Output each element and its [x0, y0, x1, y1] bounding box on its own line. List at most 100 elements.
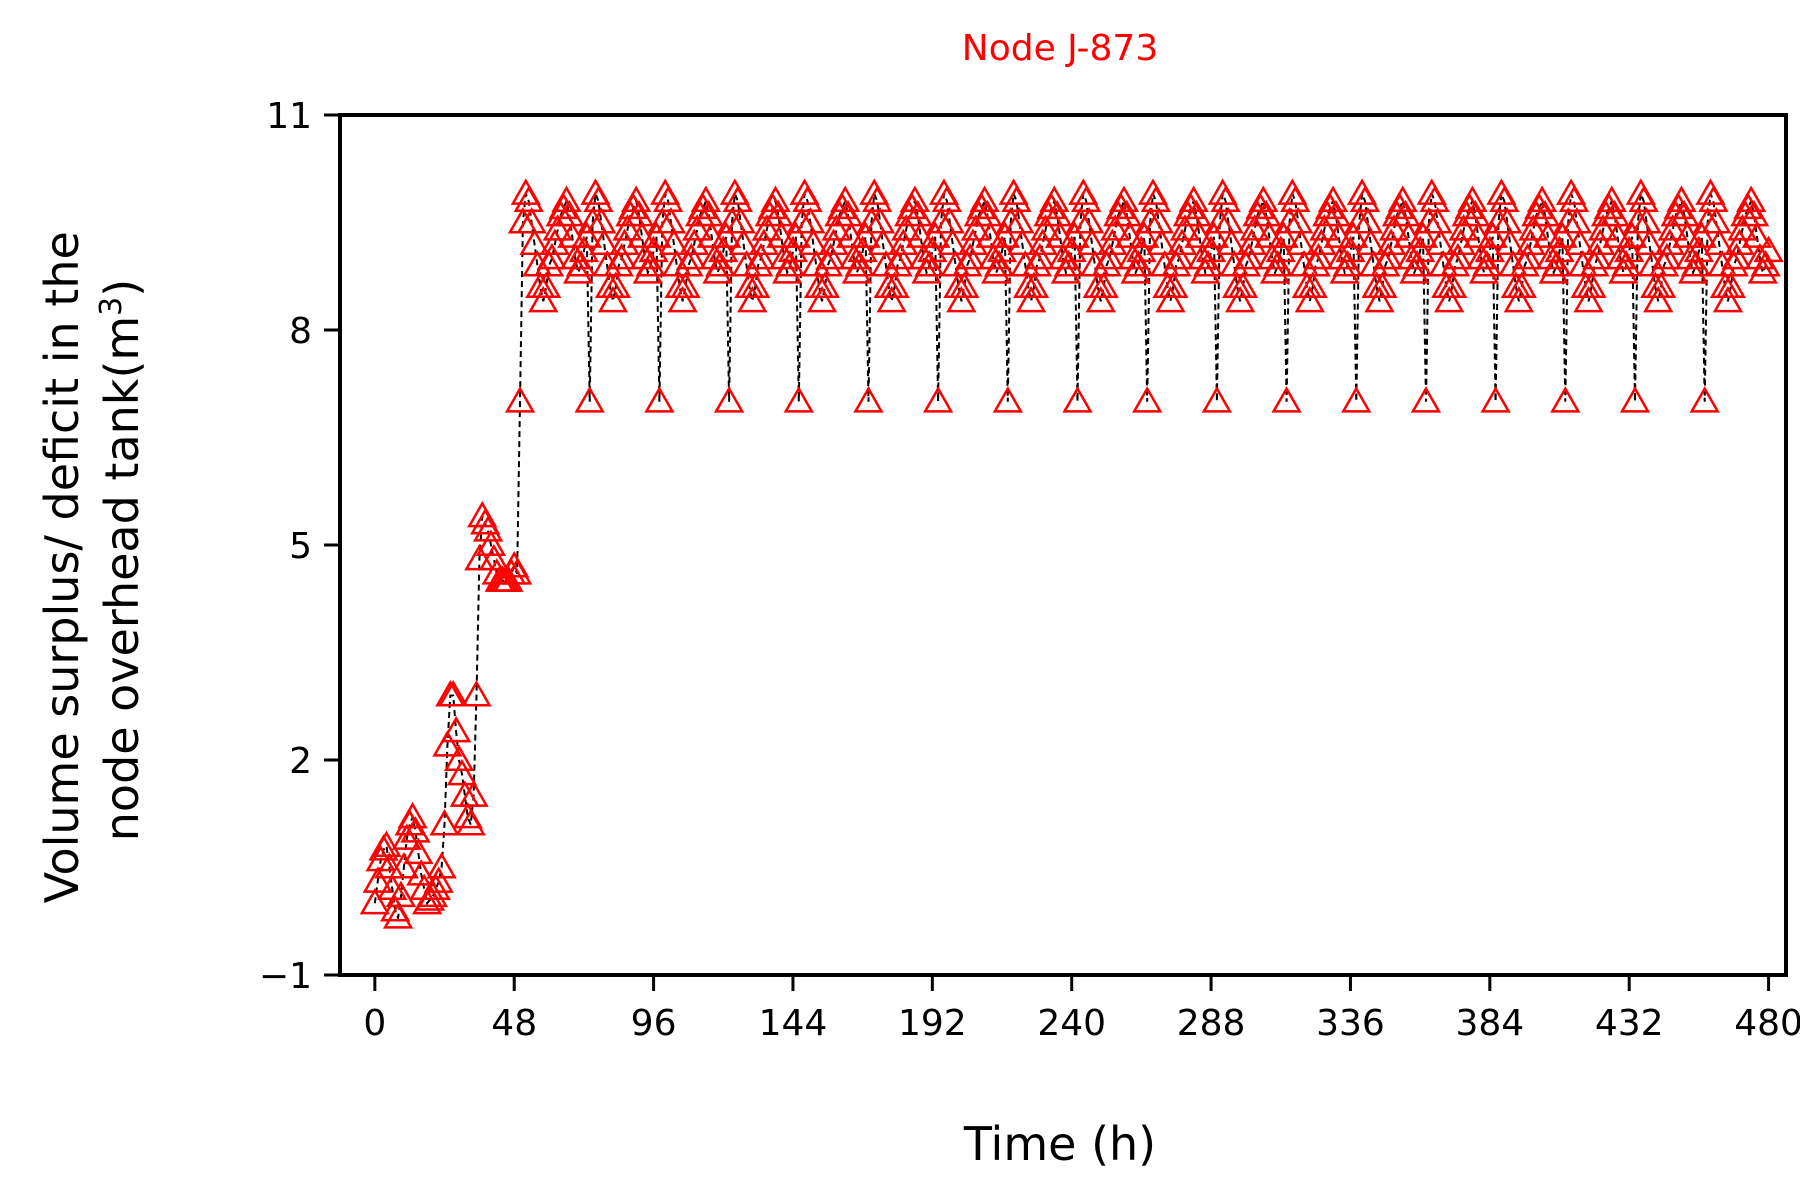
data-point	[876, 285, 907, 313]
data-point	[1599, 199, 1630, 227]
data-point	[1094, 242, 1125, 270]
data-point	[1715, 271, 1746, 298]
data-point	[1111, 199, 1143, 227]
data-point	[1544, 235, 1575, 263]
data-point	[1683, 235, 1715, 263]
data-point	[458, 780, 489, 807]
data-point	[1015, 285, 1047, 313]
data-point	[400, 816, 431, 843]
data-point	[1007, 228, 1038, 255]
x-axis: 0 48 96 144 192 240 288 336 384 432 480	[363, 975, 1800, 1044]
data-point	[867, 228, 899, 255]
data-point	[478, 543, 510, 571]
data-point	[844, 249, 875, 277]
data-point	[1053, 249, 1084, 277]
data-point	[1297, 271, 1328, 298]
data-point	[1224, 285, 1256, 313]
data-point	[382, 902, 414, 929]
data-point	[1332, 249, 1363, 277]
data-point	[655, 206, 687, 234]
data-point	[1492, 206, 1523, 234]
data-point	[949, 271, 980, 298]
data-point	[1407, 221, 1439, 248]
data-point	[446, 758, 478, 786]
data-point	[1634, 228, 1665, 255]
data-point	[1576, 271, 1607, 298]
data-point	[905, 221, 936, 248]
data-point	[1076, 228, 1108, 255]
y-tick-label: −1	[259, 956, 312, 997]
data-point	[1680, 249, 1712, 277]
data-point	[1410, 386, 1442, 413]
data-point	[1616, 221, 1648, 248]
data-point	[1309, 214, 1340, 241]
data-point	[1619, 386, 1651, 413]
data-point	[830, 185, 861, 212]
data-point	[1285, 228, 1317, 255]
data-point	[1108, 185, 1140, 212]
data-point	[1669, 199, 1700, 227]
data-point	[1256, 242, 1288, 270]
data-point	[696, 221, 727, 248]
data-point	[557, 221, 588, 248]
data-point	[1210, 185, 1241, 212]
data-point	[809, 271, 841, 298]
data-point	[667, 285, 698, 313]
data-point	[475, 529, 507, 556]
data-point	[1402, 249, 1433, 277]
x-tick-label: 384	[1455, 1003, 1524, 1044]
data-point	[1073, 206, 1105, 234]
data-point	[969, 185, 1000, 212]
data-point	[1085, 285, 1116, 313]
x-tick-label: 480	[1734, 1003, 1800, 1044]
data-point	[1698, 185, 1729, 212]
data-point	[501, 558, 533, 585]
data-point	[1611, 249, 1642, 277]
data-point	[1001, 185, 1032, 212]
data-point	[1303, 242, 1334, 270]
data-point	[658, 228, 690, 255]
data-point	[1352, 206, 1384, 234]
data-point	[1198, 221, 1230, 248]
data-point	[1573, 285, 1604, 313]
data-point	[699, 242, 730, 270]
data-point	[798, 228, 829, 255]
data-point	[1271, 386, 1302, 413]
data-point	[1532, 221, 1564, 248]
x-tick-label: 144	[759, 1003, 828, 1044]
data-point	[513, 185, 544, 212]
data-point	[899, 185, 931, 212]
data-point	[792, 185, 823, 212]
data-point	[1526, 185, 1558, 212]
data-point	[1044, 221, 1076, 248]
data-point	[728, 228, 759, 255]
data-point	[946, 285, 977, 313]
data-point	[406, 859, 437, 886]
data-point	[568, 235, 600, 263]
data-point	[917, 235, 948, 263]
x-tick-label: 48	[491, 1003, 537, 1044]
data-point	[1195, 235, 1227, 263]
data-point	[774, 249, 806, 277]
data-point	[838, 242, 870, 270]
data-point	[1364, 285, 1395, 313]
data-point	[769, 242, 800, 270]
data-point	[1143, 206, 1174, 234]
data-point	[1474, 235, 1505, 263]
data-point	[1712, 285, 1744, 313]
data-point	[931, 185, 963, 212]
data-point	[954, 242, 986, 270]
data-point	[1727, 214, 1758, 241]
data-point	[1436, 271, 1468, 298]
data-point	[1294, 285, 1325, 313]
data-point	[1477, 221, 1508, 248]
data-point	[850, 221, 881, 248]
data-point	[1596, 185, 1627, 212]
data-point	[1071, 185, 1102, 212]
x-tick-label: 288	[1177, 1003, 1246, 1044]
data-point	[1201, 386, 1233, 413]
data-point	[606, 242, 637, 270]
data-point	[1193, 249, 1224, 277]
data-point	[1541, 249, 1572, 277]
data-point	[589, 228, 620, 255]
